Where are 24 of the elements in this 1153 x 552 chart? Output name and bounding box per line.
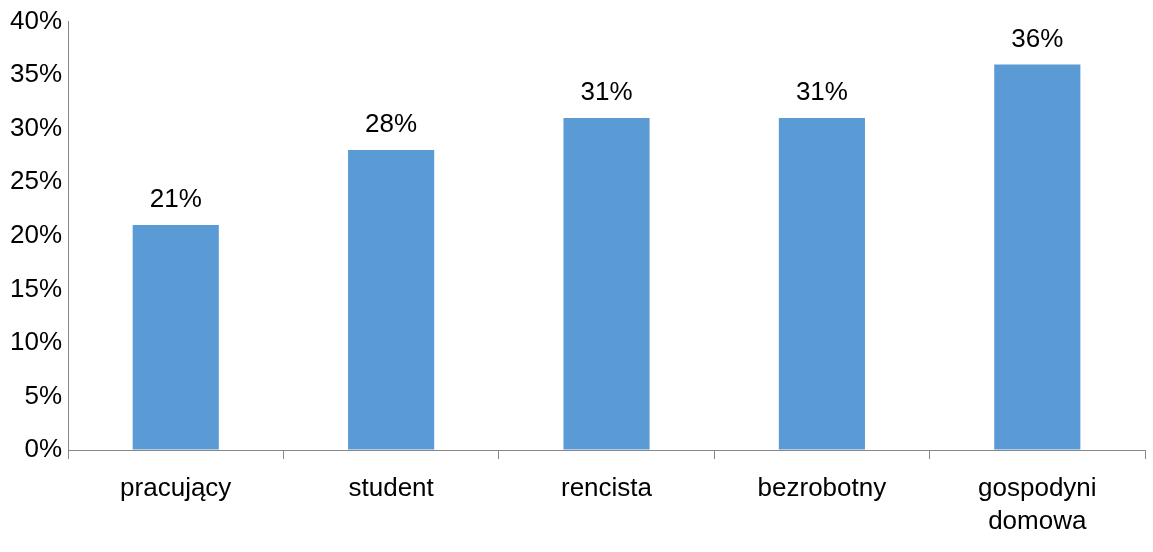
y-tick-label: 25% bbox=[9, 165, 63, 196]
x-tick-label: bezrobotny bbox=[757, 472, 887, 503]
y-tick-label: 0% bbox=[24, 433, 63, 464]
x-tick-label: student bbox=[348, 472, 435, 503]
y-tick-label: 5% bbox=[24, 379, 63, 410]
x-tick-label: rencista bbox=[561, 472, 653, 503]
x-tick-label: gospodyni domowa bbox=[978, 472, 1097, 535]
bar bbox=[778, 117, 865, 450]
data-label: 21% bbox=[149, 183, 202, 214]
bar bbox=[132, 225, 219, 450]
bar bbox=[563, 117, 650, 450]
bar bbox=[994, 64, 1081, 450]
data-label: 31% bbox=[795, 76, 848, 107]
y-tick-label: 40% bbox=[9, 4, 63, 35]
data-label: 28% bbox=[365, 108, 418, 139]
y-tick-label: 30% bbox=[9, 111, 63, 142]
data-label: 36% bbox=[1011, 22, 1064, 53]
y-tick-label: 35% bbox=[9, 58, 63, 89]
y-tick-label: 10% bbox=[9, 326, 63, 357]
bar bbox=[348, 150, 435, 450]
y-tick-label: 20% bbox=[9, 218, 63, 249]
y-tick-label: 15% bbox=[9, 272, 63, 303]
data-label: 31% bbox=[580, 76, 633, 107]
x-tick-label: pracujący bbox=[120, 472, 232, 503]
